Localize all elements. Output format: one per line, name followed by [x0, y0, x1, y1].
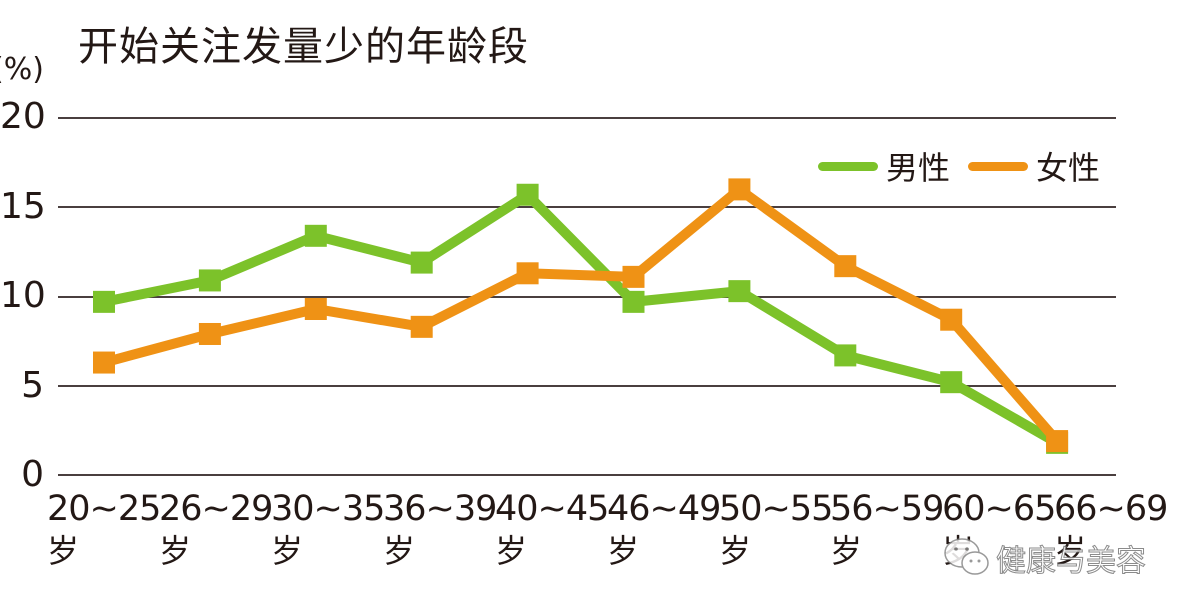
- data-point-square-icon: [728, 178, 751, 201]
- gridline-5: [58, 385, 1116, 387]
- y-tick-10: 10: [0, 275, 46, 316]
- x-label: 50~55 岁: [719, 489, 833, 570]
- x-label: 56~59 岁: [830, 489, 944, 570]
- data-point-square-icon: [198, 322, 221, 345]
- x-label: 20~25 岁: [47, 489, 161, 570]
- x-label: 46~49 岁: [607, 489, 721, 570]
- series-line-male: [103, 188, 1060, 448]
- data-point-square-icon: [93, 351, 115, 374]
- legend-line-male-icon: [818, 161, 878, 171]
- wechat-icon: [944, 538, 989, 575]
- series-line-female: [102, 183, 1061, 445]
- legend-label-female: 女性: [1036, 149, 1101, 187]
- y-axis-unit: (%): [0, 52, 44, 87]
- data-point-square-icon: [304, 297, 327, 320]
- gridline-0: [58, 474, 1116, 476]
- x-label: 66~69 岁: [1054, 489, 1168, 570]
- y-tick-20: 20: [0, 96, 46, 137]
- x-label: 40~45 岁: [495, 489, 609, 570]
- y-tick-5: 5: [21, 365, 44, 406]
- data-point-square-icon: [834, 255, 857, 278]
- y-tick-0: 0: [21, 454, 44, 495]
- data-point-square-icon: [410, 251, 433, 274]
- data-point-square-icon: [940, 308, 963, 331]
- x-label: 36~39 岁: [383, 489, 497, 570]
- data-point-square-icon: [1046, 430, 1069, 453]
- gridline-20: [58, 117, 1116, 119]
- chart-title: 开始关注发量少的年龄段: [78, 24, 529, 70]
- data-point-square-icon: [304, 224, 327, 247]
- data-point-square-icon: [516, 183, 539, 206]
- watermark-text: 健康与美容: [996, 544, 1147, 580]
- data-point-square-icon: [198, 269, 221, 292]
- legend: 男性 女性: [818, 143, 1118, 189]
- gridline-10: [58, 296, 1116, 298]
- watermark: 健康与美容: [942, 536, 1147, 580]
- data-point-square-icon: [940, 371, 963, 394]
- data-point-square-icon: [728, 280, 751, 303]
- data-point-square-icon: [622, 265, 645, 288]
- data-point-square-icon: [93, 290, 115, 313]
- data-point-square-icon: [410, 315, 433, 338]
- x-label: 30~35 岁: [271, 489, 385, 570]
- gridline-15: [58, 206, 1116, 208]
- legend-item-male: 男性: [818, 143, 950, 189]
- x-label: 26~29 岁: [159, 489, 273, 570]
- data-point-square-icon: [516, 262, 539, 285]
- data-point-square-icon: [622, 290, 645, 313]
- legend-label-male: 男性: [886, 149, 951, 187]
- y-tick-15: 15: [0, 186, 46, 227]
- legend-line-female-icon: [968, 161, 1029, 171]
- legend-item-female: 女性: [968, 143, 1100, 189]
- data-point-square-icon: [834, 344, 857, 367]
